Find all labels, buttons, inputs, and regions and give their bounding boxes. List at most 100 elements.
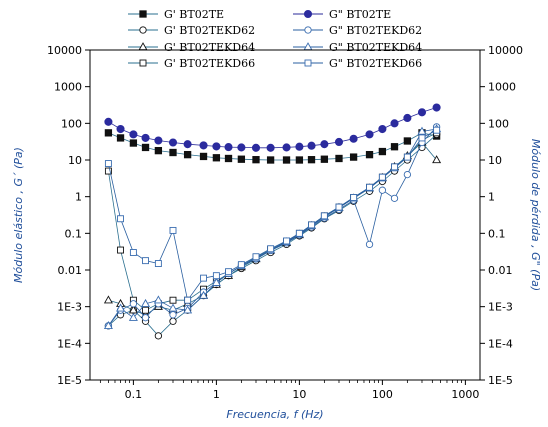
legend-marker: [138, 42, 148, 51]
plot-frame: [89, 49, 481, 381]
legend-marker: [303, 9, 313, 19]
data-point: [282, 143, 291, 152]
data-point: [266, 143, 275, 152]
legend-item: G" BT02TEKD66: [293, 57, 422, 70]
series-layer: [103, 103, 442, 340]
data-point: [169, 311, 177, 319]
data-point: [335, 203, 343, 211]
legend-item: G' BT02TE: [128, 8, 224, 21]
data-point: [320, 155, 329, 163]
x-tick-label: 1000: [451, 388, 479, 401]
data-point: [295, 156, 304, 164]
y-right-tick-label: 10: [488, 154, 502, 167]
data-point: [128, 312, 138, 321]
data-point: [129, 139, 138, 147]
data-point: [141, 133, 150, 142]
data-point: [168, 303, 178, 312]
data-point: [117, 215, 124, 223]
data-point: [154, 260, 162, 267]
data-point: [199, 141, 208, 150]
data-point: [432, 103, 441, 112]
data-point: [169, 148, 177, 157]
y-right-tick-label: 1E-4: [488, 337, 513, 350]
data-point: [403, 113, 412, 123]
y-right-tick-label: 1E-3: [488, 301, 513, 314]
series-5: [104, 123, 441, 330]
legend-item: G' BT02TEKD66: [128, 57, 255, 70]
data-point: [295, 142, 304, 151]
x-tick-label: 100: [372, 388, 393, 401]
data-point: [104, 129, 113, 137]
series-6: [103, 124, 442, 330]
data-point: [153, 295, 163, 304]
legend-label: G" BT02TEKD62: [329, 24, 422, 37]
x-tick-label: 1: [213, 388, 220, 401]
data-point: [365, 240, 374, 249]
data-point: [378, 173, 386, 181]
data-point: [251, 143, 261, 152]
data-point: [141, 298, 151, 307]
data-point: [403, 153, 411, 161]
x-axis-title: Frecuencia, f (Hz): [226, 408, 323, 421]
data-point: [432, 155, 442, 164]
legend-item: G" BT02TEKD62: [293, 24, 422, 37]
data-point: [129, 249, 137, 256]
legend-label: G' BT02TEKD64: [164, 41, 255, 54]
data-point: [365, 130, 374, 139]
legend: G' BT02TE G' BT02TEKD62 G' BT02TEKD64 G' BT…: [128, 8, 422, 70]
data-point: [378, 124, 387, 134]
legend-label: G' BT02TEKD62: [164, 24, 255, 37]
data-point: [104, 117, 113, 126]
data-point: [282, 156, 291, 164]
data-point: [237, 155, 246, 163]
data-point: [391, 163, 398, 171]
data-point: [350, 194, 358, 201]
legend-item: G" BT02TE: [293, 8, 391, 21]
data-point: [212, 142, 221, 151]
data-point: [116, 134, 125, 142]
data-point: [104, 167, 112, 175]
data-point: [267, 245, 275, 253]
data-point: [320, 140, 329, 149]
y-right-tick-label: 100: [488, 117, 509, 130]
series-7: [104, 126, 441, 304]
data-point: [390, 119, 399, 128]
series-line: [108, 129, 437, 302]
data-point: [252, 253, 260, 261]
y-axis-right-title: Módulo de pérdida , G" (Pa): [529, 139, 542, 291]
data-point: [418, 134, 426, 142]
data-point: [116, 303, 126, 312]
data-point: [366, 183, 373, 191]
data-point: [225, 268, 232, 276]
legend-marker: [139, 10, 147, 18]
y-left-tick-label: 0.01: [58, 264, 83, 277]
data-point: [154, 136, 163, 145]
series-2: [103, 137, 442, 318]
data-point: [183, 150, 192, 159]
data-point: [417, 108, 427, 117]
legend-marker: [304, 26, 312, 34]
data-point: [199, 290, 209, 299]
y-left-tick-label: 0.1: [65, 227, 83, 240]
legend-marker: [139, 59, 147, 67]
series-4: [104, 103, 441, 152]
legend-label: G' BT02TEKD66: [164, 57, 255, 70]
data-point: [200, 274, 207, 282]
x-axis: 0.1 1 10 100 1000: [99, 380, 479, 401]
data-point: [117, 246, 124, 254]
y-left-tick-label: 1E-3: [57, 301, 82, 314]
y-axis-left: 10000 1000 100 10 1 0.1 0.01 1E-3 1E-4 1E-5: [47, 44, 90, 387]
data-point: [141, 314, 150, 322]
legend-marker: [139, 26, 147, 34]
data-point: [199, 152, 208, 161]
data-point: [307, 141, 316, 150]
data-point: [390, 143, 399, 151]
data-point: [142, 257, 149, 265]
data-point: [142, 306, 149, 314]
data-point: [103, 295, 113, 304]
legend-item: G" BT02TEKD64: [293, 41, 422, 54]
data-point: [129, 300, 138, 308]
legend-marker: [303, 42, 313, 51]
data-point: [183, 305, 193, 314]
data-point: [252, 156, 260, 164]
